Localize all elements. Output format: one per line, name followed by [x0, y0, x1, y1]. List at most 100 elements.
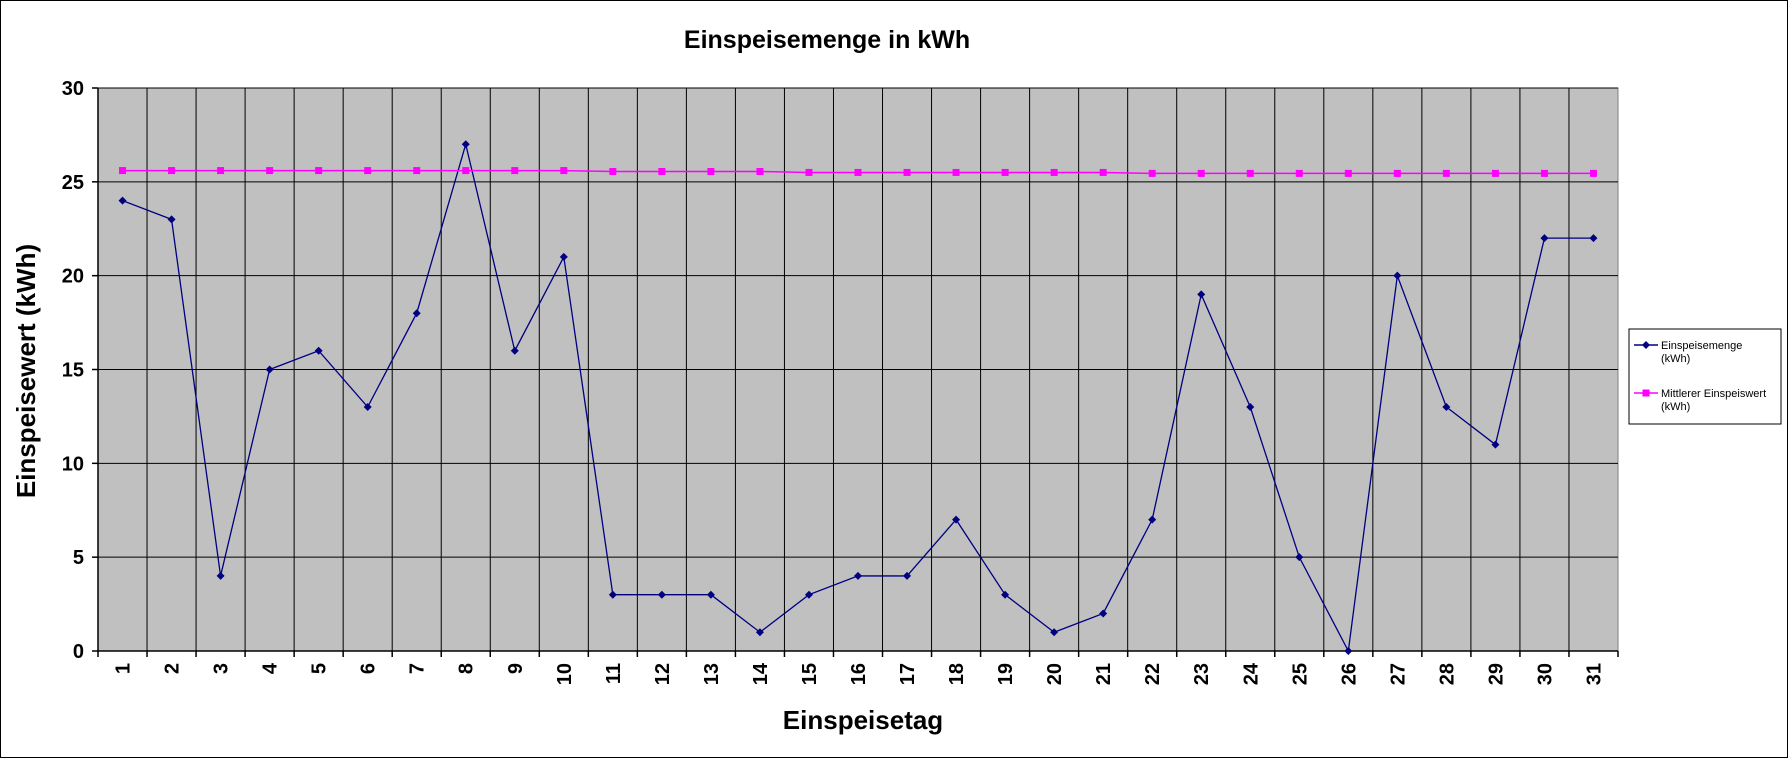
- data-point: [1295, 553, 1304, 562]
- legend-marker: [1642, 389, 1650, 397]
- x-tick-label: 3: [211, 663, 233, 674]
- data-point: [412, 309, 421, 318]
- x-tick-label: 14: [750, 662, 772, 685]
- data-point: [1001, 590, 1010, 599]
- data-point: [903, 571, 912, 580]
- data-point: [1148, 515, 1157, 524]
- data-point: [265, 365, 274, 374]
- data-point: [1148, 169, 1156, 177]
- data-point: [560, 167, 568, 175]
- data-point: [363, 403, 372, 412]
- data-series: [118, 140, 1598, 655]
- y-tick-label: 10: [62, 453, 84, 475]
- chart-title: Einspeisemenge in kWh: [684, 26, 970, 54]
- axes: [92, 87, 1619, 657]
- data-point: [1099, 168, 1107, 176]
- y-tick-label: 5: [73, 547, 84, 569]
- data-point: [1197, 290, 1206, 299]
- data-point: [1197, 169, 1205, 177]
- data-point: [314, 346, 323, 355]
- legend-entry-2: Mittlerer Einspeiswert(kWh): [1634, 388, 1766, 413]
- data-point: [755, 628, 764, 637]
- data-point: [903, 168, 911, 176]
- y-tick-label: 0: [73, 641, 84, 663]
- data-point: [1589, 169, 1597, 177]
- data-point: [167, 215, 176, 224]
- x-tick-label: 23: [1191, 663, 1213, 685]
- data-point: [168, 167, 176, 175]
- data-point: [1344, 169, 1352, 177]
- x-tick-label: 25: [1289, 663, 1311, 685]
- x-tick-label: 22: [1142, 663, 1164, 685]
- x-tick-label: 8: [456, 663, 478, 674]
- x-tick-label: 29: [1485, 663, 1507, 685]
- x-tick-label: 19: [995, 663, 1017, 685]
- x-tick-label: 2: [162, 663, 184, 674]
- data-point: [1540, 234, 1549, 243]
- data-point: [315, 167, 323, 175]
- data-point: [952, 515, 961, 524]
- x-axis-title: Einspeisetag: [783, 705, 943, 735]
- data-point: [608, 590, 617, 599]
- x-tick-label: 10: [554, 663, 576, 685]
- y-tick-labels: 0 5 10 15 20 25 30: [62, 78, 84, 663]
- x-tick-label: 12: [652, 663, 674, 685]
- data-point: [1540, 169, 1548, 177]
- x-tick-label: 1: [113, 663, 135, 674]
- x-tick-label: 15: [799, 663, 821, 685]
- data-point: [1589, 234, 1598, 243]
- data-point: [1491, 169, 1499, 177]
- data-point: [756, 168, 764, 176]
- data-point: [1393, 169, 1401, 177]
- legend: Einspeisemenge(kWh) Mittlerer Einspeiswer…: [1628, 328, 1782, 425]
- y-tick-label: 30: [62, 78, 84, 100]
- x-tick-label: 26: [1338, 663, 1360, 685]
- data-point: [1442, 169, 1450, 177]
- data-point: [413, 167, 421, 175]
- data-point: [1344, 647, 1353, 655]
- data-point: [854, 168, 862, 176]
- x-tick-label: 27: [1387, 663, 1409, 685]
- data-point: [462, 167, 470, 175]
- x-tick-label: 16: [848, 663, 870, 685]
- x-tick-label: 24: [1240, 662, 1262, 685]
- data-point: [805, 168, 813, 176]
- data-point: [119, 167, 127, 175]
- data-point: [364, 167, 372, 175]
- data-point: [1001, 168, 1009, 176]
- x-tick-label: 13: [701, 663, 723, 685]
- data-point: [266, 167, 274, 175]
- data-point: [461, 140, 470, 149]
- x-tick-label: 28: [1436, 663, 1458, 685]
- x-tick-label: 11: [603, 663, 625, 684]
- legend-marker: [1642, 341, 1650, 349]
- y-axis-title: Einspeisewert (kWh): [11, 244, 41, 498]
- x-tick-label: 18: [946, 663, 968, 685]
- x-tick-label: 31: [1583, 663, 1605, 685]
- legend-label: Einspeisemenge: [1661, 340, 1742, 352]
- x-tick-label: 20: [1044, 663, 1066, 685]
- data-point: [1393, 271, 1402, 280]
- data-point: [657, 590, 666, 599]
- legend-entry-1: Einspeisemenge(kWh): [1634, 340, 1742, 365]
- data-point: [1050, 628, 1059, 637]
- y-tick-label: 20: [62, 266, 84, 288]
- x-tick-label: 17: [897, 663, 919, 685]
- x-tick-label: 21: [1093, 663, 1115, 685]
- data-point: [559, 252, 568, 261]
- data-point: [217, 167, 225, 175]
- data-point: [1491, 440, 1500, 449]
- legend-label: Mittlerer Einspeiswert: [1661, 388, 1766, 400]
- data-point: [854, 571, 862, 580]
- data-point: [952, 168, 960, 176]
- data-point: [216, 571, 225, 580]
- x-tick-labels: 1 2 3 4 5 6 7 8 9 10 11 12 13 14 15 16 17 18 19 20 21 22 23 24 2…: [113, 662, 1606, 685]
- x-tick-label: 5: [309, 663, 331, 674]
- data-point: [1050, 168, 1058, 176]
- y-tick-label: 15: [62, 360, 84, 382]
- data-point: [1246, 403, 1255, 412]
- data-point: [609, 168, 617, 176]
- data-point: [707, 168, 715, 176]
